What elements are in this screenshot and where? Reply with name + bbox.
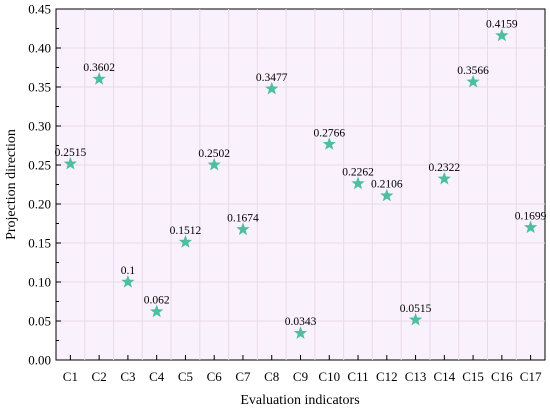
marks-layer: 0.2515 0.3602 0.1 0.062 0.1512 0.2502 0.1674 0.… xyxy=(55,19,547,339)
data-point-star xyxy=(380,188,394,202)
x-tick-label: C1 xyxy=(63,369,78,384)
data-label: 0.0343 xyxy=(285,316,317,328)
data-point-star xyxy=(150,304,164,318)
data-label: 0.4159 xyxy=(486,19,518,31)
data-point-star xyxy=(408,312,423,326)
y-axis-title: Projection direction xyxy=(4,129,19,240)
y-tick-label: 0.10 xyxy=(28,275,51,290)
data-label: 0.062 xyxy=(144,295,170,307)
data-label: 0.3566 xyxy=(457,65,489,77)
y-tick-label: 0.15 xyxy=(28,236,51,251)
data-point-star xyxy=(92,72,106,85)
x-tick-label: C2 xyxy=(92,369,107,384)
data-point-star xyxy=(437,171,451,185)
x-tick-label: C9 xyxy=(293,369,308,384)
grid-layer xyxy=(56,9,545,360)
data-point-star xyxy=(265,81,279,95)
x-tick-label: C10 xyxy=(318,369,340,384)
y-tick-label: 0.40 xyxy=(28,41,51,56)
data-label: 0.3477 xyxy=(256,72,288,84)
data-label: 0.1699 xyxy=(515,210,547,222)
data-label: 0.0515 xyxy=(400,303,432,315)
x-tick-label: C14 xyxy=(433,369,455,384)
y-tick-label: 0.05 xyxy=(28,314,51,329)
x-tick-label: C17 xyxy=(520,369,542,384)
data-point-star xyxy=(322,137,336,150)
data-label: 0.1512 xyxy=(170,225,202,237)
data-point-star xyxy=(121,275,135,288)
data-label: 0.2502 xyxy=(198,148,230,160)
x-tick-label: C5 xyxy=(178,369,193,384)
data-point-star xyxy=(351,176,365,190)
x-axis-title: Evaluation indicators xyxy=(240,393,359,408)
data-point-star xyxy=(293,326,308,339)
y-tick-label: 0.30 xyxy=(28,119,51,134)
data-point-star xyxy=(207,157,221,171)
x-tick-label: C16 xyxy=(491,369,513,384)
x-tick-label: C12 xyxy=(376,369,398,384)
y-tick-label: 0.35 xyxy=(28,80,51,95)
data-label: 0.3602 xyxy=(83,62,115,74)
data-label: 0.2106 xyxy=(371,179,403,191)
x-tick-label: C11 xyxy=(347,369,368,384)
x-tick-label: C13 xyxy=(405,369,427,384)
data-point-star xyxy=(466,74,480,88)
y-tick-label: 0.20 xyxy=(28,197,51,212)
data-point-star xyxy=(236,222,250,236)
data-label: 0.2322 xyxy=(429,162,461,174)
data-label: 0.2262 xyxy=(342,167,374,179)
x-tick-label: C15 xyxy=(462,369,484,384)
x-tick-label: C6 xyxy=(207,369,223,384)
y-tick-label: 0.00 xyxy=(28,353,51,368)
axis-layer: 0.00 0.05 0.10 0.15 0.20 0.25 0.30 0.35 0.40 0.45… xyxy=(28,2,542,385)
x-tick-label: C3 xyxy=(120,369,135,384)
data-label: 0.1674 xyxy=(227,212,259,224)
data-point-star xyxy=(63,156,78,170)
data-label: 0.1 xyxy=(121,265,136,277)
data-point-star xyxy=(523,220,538,234)
x-tick-label: C4 xyxy=(149,369,165,384)
y-tick-label: 0.45 xyxy=(28,2,51,17)
plot-area xyxy=(55,8,546,361)
x-tick-label: C8 xyxy=(264,369,279,384)
data-point-star xyxy=(495,28,509,42)
data-label: 0.2515 xyxy=(55,147,87,159)
x-tick-label: C7 xyxy=(235,369,251,384)
data-label: 0.2766 xyxy=(313,127,345,139)
y-tick-label: 0.25 xyxy=(28,158,51,173)
data-point-star xyxy=(178,235,193,248)
